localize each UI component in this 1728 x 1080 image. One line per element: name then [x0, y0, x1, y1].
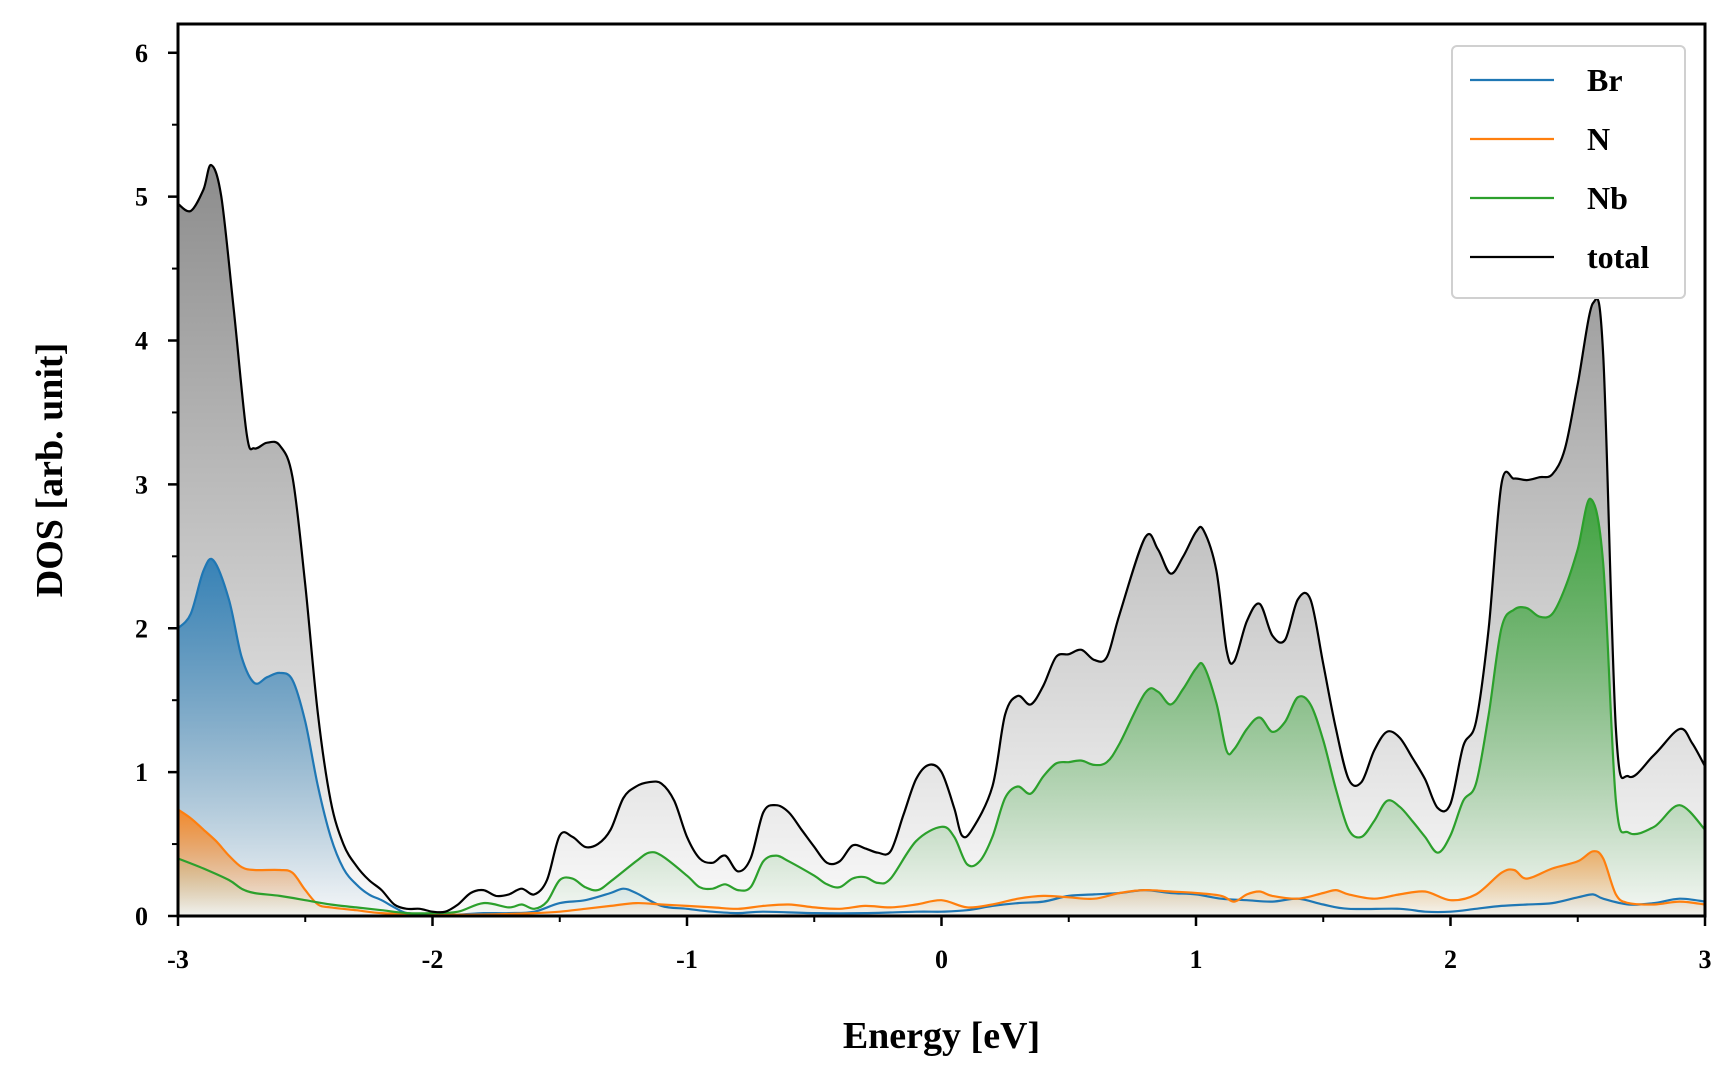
y-tick-label: 6: [135, 39, 148, 68]
series-line-total: [177, 163, 1706, 914]
x-tick-label: 0: [935, 945, 948, 974]
area-fill-br: [178, 558, 1705, 916]
legend: Br N Nb total: [1451, 45, 1686, 299]
x-axis-label: Energy [eV]: [843, 1015, 1040, 1057]
area-fills: [178, 164, 1705, 916]
y-tick-label: 4: [135, 327, 148, 356]
x-tick-label: -2: [422, 945, 444, 974]
series-line-n: [177, 808, 1706, 916]
series-line-nb: [177, 497, 1706, 915]
series-line-br: [177, 557, 1706, 916]
x-tick-label: 2: [1444, 945, 1457, 974]
area-fill-n: [178, 809, 1705, 916]
y-tick-label: 2: [135, 614, 148, 643]
area-fill-nb: [178, 498, 1705, 916]
legend-label-nb: Nb: [1587, 180, 1628, 216]
x-tick-label: -1: [676, 945, 698, 974]
y-tick-label: 3: [135, 470, 148, 499]
y-tick-label: 1: [135, 758, 148, 787]
y-tick-label: 5: [135, 183, 148, 212]
y-axis-label: DOS [arb. unit]: [29, 343, 71, 597]
area-fill-total: [178, 164, 1705, 916]
axis-tick-labels: -3 -2 -1 0 1 2 3 0 1 2 3 4 5 6: [135, 39, 1712, 974]
legend-label-total: total: [1587, 239, 1649, 275]
y-tick-label: 0: [135, 902, 148, 931]
axis-ticks: [168, 51, 1707, 926]
legend-label-n: N: [1587, 121, 1610, 157]
series-lines: [177, 163, 1706, 916]
legend-label-br: Br: [1587, 62, 1623, 98]
x-tick-label: 3: [1699, 945, 1712, 974]
legend-box: [1451, 45, 1686, 299]
x-tick-label: 1: [1190, 945, 1203, 974]
x-tick-label: -3: [167, 945, 189, 974]
